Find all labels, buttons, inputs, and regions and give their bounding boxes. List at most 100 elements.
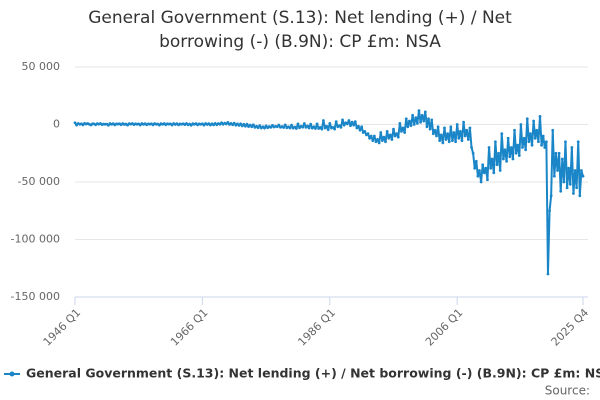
legend-marker (9, 371, 15, 377)
point (290, 123, 293, 127)
point (301, 125, 305, 129)
point (506, 136, 510, 140)
point (476, 174, 480, 178)
point (404, 117, 408, 121)
point (564, 140, 567, 144)
y-tick-label: -100 000 (11, 233, 60, 246)
point (334, 120, 338, 124)
point (581, 174, 585, 178)
point (572, 192, 575, 195)
point (559, 189, 563, 193)
point (494, 140, 497, 144)
point (513, 128, 516, 132)
point (486, 178, 489, 182)
point (423, 110, 427, 114)
point (409, 124, 413, 128)
point (549, 194, 553, 198)
point (369, 134, 373, 138)
point (439, 133, 443, 137)
point (543, 146, 547, 149)
point (374, 140, 378, 144)
point (288, 126, 292, 130)
point (516, 143, 520, 147)
point (548, 209, 551, 213)
point (527, 140, 531, 144)
point (243, 124, 247, 128)
point (408, 119, 411, 123)
point (468, 126, 472, 130)
point (554, 151, 558, 155)
point (517, 154, 521, 157)
point (376, 138, 379, 141)
point (256, 126, 260, 130)
point (435, 134, 438, 138)
point (537, 140, 540, 144)
point (514, 151, 518, 155)
point (400, 130, 403, 133)
point (411, 113, 415, 117)
x-tick-label: 2006 Q1 (423, 306, 466, 349)
point (580, 169, 583, 172)
point (342, 123, 346, 127)
point (322, 119, 325, 122)
point (390, 138, 394, 141)
point (471, 151, 475, 155)
point (443, 126, 446, 130)
point (560, 157, 564, 161)
point (454, 140, 458, 144)
point (307, 126, 311, 130)
point (451, 139, 454, 143)
point (482, 171, 486, 175)
point (379, 131, 383, 134)
point (438, 139, 442, 143)
point (452, 131, 456, 134)
point (245, 122, 249, 126)
point (519, 123, 523, 126)
point (578, 194, 582, 198)
point (325, 124, 329, 128)
point (414, 116, 418, 119)
point (447, 140, 451, 144)
point (328, 121, 332, 125)
point (455, 123, 459, 126)
point (546, 272, 550, 276)
point (479, 180, 483, 184)
point (345, 122, 349, 126)
point (347, 119, 351, 122)
point (463, 134, 467, 138)
point (358, 128, 362, 132)
point (525, 117, 529, 121)
y-tick-label: 0 (53, 118, 60, 131)
point (436, 125, 440, 129)
point (250, 125, 254, 129)
x-tick-label: 1946 Q1 (41, 306, 84, 349)
point (562, 180, 566, 184)
point (302, 122, 306, 125)
point (251, 123, 255, 127)
point (505, 159, 508, 163)
source: Source: (545, 384, 590, 398)
legend-label: General Government (S.13): Net lending (… (26, 366, 600, 381)
point (384, 140, 387, 144)
point (492, 171, 496, 175)
point (552, 174, 556, 178)
point (264, 124, 268, 128)
point (533, 136, 537, 140)
point (498, 169, 502, 172)
point (522, 136, 526, 140)
point (294, 127, 298, 130)
point (478, 169, 481, 172)
point (372, 134, 376, 138)
point (509, 146, 513, 149)
point (412, 123, 416, 126)
point (368, 136, 372, 140)
point (349, 124, 352, 128)
x-tick-label: 1986 Q1 (296, 306, 339, 349)
point (263, 126, 266, 130)
point (296, 122, 300, 126)
point (511, 157, 515, 161)
point (258, 124, 262, 128)
point (425, 125, 429, 129)
